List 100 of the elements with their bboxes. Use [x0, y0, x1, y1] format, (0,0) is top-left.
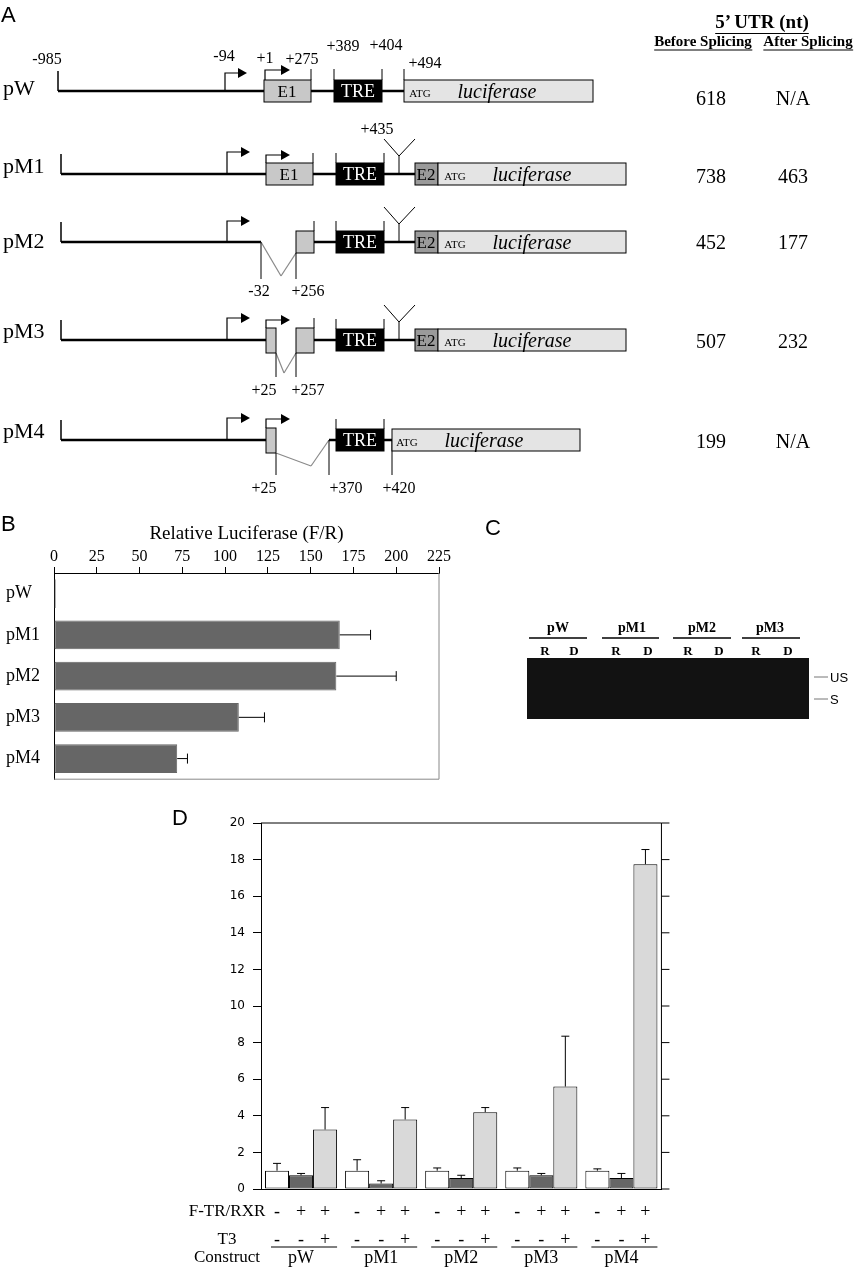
construct-diagram: TRE E2 ATG luciferase -32 +256 — [60, 206, 627, 299]
construct-diagram: TRE E2 ATG luciferase +25 +257 — [60, 304, 627, 398]
text: - — [298, 1228, 305, 1249]
y-tick-label: 12 — [229, 961, 245, 976]
construct-diagram: +435 E1 TRE E2 ATG luciferase — [60, 119, 627, 186]
text: - — [274, 1228, 281, 1249]
category-label: pW — [547, 619, 569, 635]
chart-title: D — [172, 805, 188, 831]
text: - — [354, 1228, 361, 1249]
text: + — [640, 1200, 651, 1221]
bar — [54, 702, 239, 732]
text: After Splicing — [763, 33, 854, 49]
text: + — [319, 1200, 331, 1221]
x-tick-label: 0 — [50, 546, 58, 564]
data-label: 452 — [696, 231, 726, 253]
text: C — [485, 514, 501, 540]
y-tick-label: 0 — [237, 1181, 245, 1196]
text: F-TR/RXR — [188, 1201, 266, 1221]
text: + — [640, 1228, 651, 1249]
text: + — [616, 1200, 627, 1221]
x-tick-label: 25 — [88, 546, 105, 564]
text: - — [434, 1200, 441, 1221]
y-tick-label: 2 — [237, 1144, 245, 1159]
text: - — [514, 1200, 521, 1221]
category-label: pM1 — [618, 619, 646, 635]
text: Construct — [193, 1247, 261, 1267]
text: D — [569, 642, 579, 658]
text: - — [274, 1200, 281, 1221]
y-tick-label: pM4 — [6, 747, 41, 768]
text: A — [1, 1, 16, 27]
construct-diagram: TRE ATG luciferase +25 +370 +420 — [60, 413, 581, 496]
text: - — [538, 1228, 545, 1249]
text: D — [714, 642, 724, 658]
text: - — [434, 1228, 441, 1249]
x-tick-label: 150 — [298, 546, 323, 564]
data-label: 199 — [696, 430, 726, 452]
text: + — [295, 1200, 307, 1221]
y-tick-label: pM2 — [6, 664, 41, 685]
text: US — [830, 669, 849, 685]
text: - — [354, 1200, 361, 1221]
data-label: 618 — [696, 87, 726, 109]
category-label: pM2 — [688, 619, 716, 635]
text: Before Splicing — [654, 33, 753, 49]
data-label: N/A — [775, 87, 811, 109]
text: 5’ UTR (nt) — [715, 10, 809, 33]
y-tick-label: 14 — [229, 924, 245, 939]
bar — [54, 620, 340, 650]
text: R — [751, 642, 762, 658]
x-tick-label: 200 — [384, 546, 409, 564]
text: + — [480, 1200, 491, 1221]
text: + — [560, 1200, 571, 1221]
x-axis-title: Relative Luciferase (F/R) — [149, 522, 344, 545]
y-tick-label: pM1 — [6, 623, 41, 644]
text: - — [594, 1200, 601, 1221]
text: + — [536, 1200, 547, 1221]
y-tick-label: 6 — [237, 1071, 245, 1086]
y-tick-label: 18 — [229, 851, 245, 866]
x-tick-label: pW — [288, 1246, 315, 1267]
y-tick-label: 4 — [237, 1107, 245, 1122]
y-tick-label: pW — [6, 582, 32, 603]
text: + — [400, 1228, 411, 1249]
text: - — [514, 1228, 521, 1249]
data-label: 177 — [778, 231, 808, 253]
text: S — [830, 691, 839, 707]
x-tick-label: 100 — [213, 546, 238, 564]
data-label: 507 — [696, 330, 726, 352]
x-tick-label: 175 — [341, 546, 366, 564]
bar — [54, 661, 337, 691]
data-label: 738 — [696, 165, 726, 187]
data-label: 232 — [778, 330, 808, 352]
y-tick-label: 8 — [237, 1034, 245, 1049]
text: + — [560, 1228, 571, 1249]
x-tick-label: 225 — [427, 546, 451, 564]
y-tick-label: 20 — [229, 815, 245, 830]
x-tick-label: pM1 — [364, 1246, 399, 1267]
y-tick-label: 10 — [229, 998, 245, 1013]
data-label: 463 — [778, 165, 808, 187]
x-tick-label: pM3 — [524, 1246, 559, 1267]
chart-title: B — [1, 511, 16, 537]
x-tick-label: pM4 — [604, 1246, 639, 1267]
text: D — [643, 642, 653, 658]
text: - — [618, 1228, 625, 1249]
text: + — [400, 1200, 411, 1221]
text: + — [376, 1200, 387, 1221]
text: - — [458, 1228, 465, 1249]
x-tick-label: 50 — [131, 546, 148, 564]
text: + — [456, 1200, 467, 1221]
text: R — [611, 642, 622, 658]
text: R — [683, 642, 694, 658]
text: - — [378, 1228, 385, 1249]
text: + — [319, 1228, 331, 1249]
x-tick-label: 75 — [174, 546, 191, 564]
text: + — [480, 1228, 491, 1249]
text: R — [540, 642, 551, 658]
text: D — [783, 642, 793, 658]
y-tick-label: 16 — [229, 888, 245, 903]
data-label: N/A — [775, 430, 811, 452]
text: T3 — [217, 1229, 237, 1249]
x-tick-label: pM2 — [444, 1246, 479, 1267]
y-tick-label: pM3 — [6, 706, 41, 727]
